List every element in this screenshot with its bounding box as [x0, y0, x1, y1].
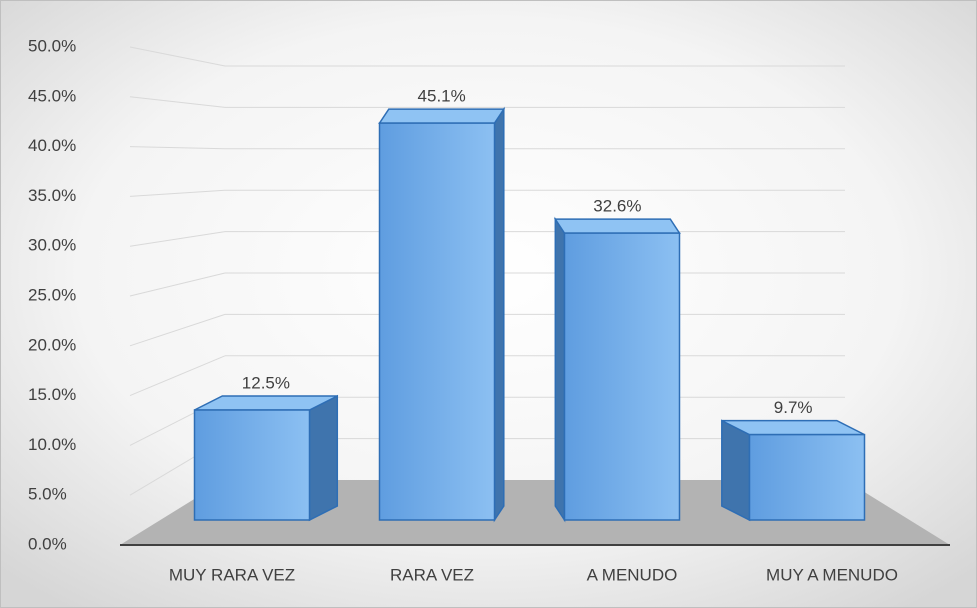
value-label: 45.1%: [418, 87, 466, 106]
x-tick-label: MUY RARA VEZ: [169, 565, 295, 584]
bar-front: [378, 122, 496, 521]
grid-line: [129, 96, 226, 108]
value-label: 12.5%: [242, 373, 290, 392]
bar-front: [748, 433, 866, 521]
grid-line: [129, 313, 226, 347]
x-tick-label: A MENUDO: [587, 565, 678, 584]
y-tick-label: 15.0%: [28, 385, 76, 404]
bar-top: [553, 218, 681, 234]
y-tick-label: 30.0%: [28, 236, 76, 255]
y-tick-label: 45.0%: [28, 86, 76, 105]
grid-line: [129, 146, 226, 150]
grid-line: [129, 272, 226, 297]
bar: [378, 106, 506, 523]
bar-side: [493, 106, 505, 523]
grid-line: [129, 355, 226, 397]
grid-line: [129, 231, 226, 247]
grid-line: [129, 189, 226, 197]
bar-top: [378, 108, 506, 124]
bar-side: [308, 394, 339, 522]
y-tick-label: 0.0%: [28, 534, 67, 553]
bar-side: [554, 216, 566, 523]
bar-front: [193, 409, 311, 521]
x-tick-label: MUY A MENUDO: [766, 565, 898, 584]
bar: [193, 394, 339, 522]
bar-side: [721, 419, 751, 522]
y-tick-label: 25.0%: [28, 285, 76, 304]
y-tick-label: 50.0%: [28, 36, 76, 55]
y-tick-label: 20.0%: [28, 335, 76, 354]
bar: [721, 419, 866, 522]
y-tick-label: 35.0%: [28, 186, 76, 205]
value-label: 9.7%: [774, 398, 813, 417]
y-tick-label: 40.0%: [28, 136, 76, 155]
y-tick-label: 5.0%: [28, 485, 67, 504]
value-label: 32.6%: [593, 197, 641, 216]
bar-front: [563, 232, 681, 521]
y-tick-label: 10.0%: [28, 435, 76, 454]
grid-line: [129, 46, 226, 67]
bar: [553, 216, 681, 523]
x-tick-label: RARA VEZ: [390, 565, 474, 584]
